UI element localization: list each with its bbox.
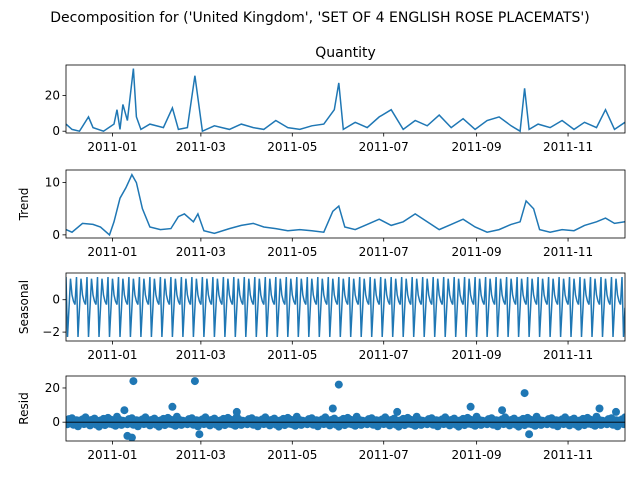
resid-outlier-point [393,407,402,416]
resid-outlier-point [232,407,241,416]
y-axis-label: Trend [17,188,31,222]
y-tick-label: −2 [42,325,60,339]
resid-outlier-point [466,402,475,411]
x-tick-label: 2011-07 [359,140,409,154]
resid-outlier-point [498,406,507,415]
x-tick-label: 2011-11 [543,348,593,362]
axes-frame [65,272,626,342]
x-tick-label: 2011-09 [452,140,502,154]
x-tick-label: 2011-05 [267,245,317,259]
trend-panel: Trend 0 10 2011-01 2011-03 2011-05 2011-07 2011… [17,169,626,259]
plot-area [66,377,625,441]
x-tick-label: 2011-01 [87,348,137,362]
plot-area [66,276,625,338]
x-tick-label: 2011-03 [176,448,226,462]
resid-outlier-point [334,380,343,389]
axes-frame [65,64,626,134]
resid-outlier-point [123,431,132,440]
x-tick-label: 2011-11 [543,140,593,154]
x-tick-label: 2011-03 [176,245,226,259]
y-tick-label: 0 [52,228,60,242]
x-tick-label: 2011-05 [267,348,317,362]
resid-outlier-point [168,402,177,411]
resid-point [619,420,625,429]
figure-suptitle: Decomposition for ('United Kingdom', 'SE… [50,10,590,26]
x-tick-label: 2011-11 [543,245,593,259]
x-tick-label: 2011-07 [359,245,409,259]
resid-outlier-point [520,389,529,398]
x-tick-label: 2011-11 [543,448,593,462]
panels: Quantity 0 20 2011-01 2011-03 2011-05 2011-07 2… [17,45,626,462]
x-tick-label: 2011-09 [452,245,502,259]
y-tick-label: 20 [45,381,60,395]
x-tick-label: 2011-01 [87,140,137,154]
series-line [66,173,625,237]
x-tick-label: 2011-03 [176,348,226,362]
y-tick-label: 0 [52,415,60,429]
series-line [66,68,625,133]
y-axis-label: Seasonal [17,280,31,334]
x-tick-label: 2011-05 [267,448,317,462]
resid-outlier-point [612,407,620,416]
seasonal-panel: Seasonal −2 0 2011-01 2011-03 2011-05 2011-07 2… [17,272,626,362]
plot-area [66,68,625,133]
plot-area [66,173,625,237]
resid-outlier-point [190,377,199,386]
axes-frame [65,375,626,442]
x-tick-label: 2011-01 [87,448,137,462]
resid-outlier-point [595,404,604,413]
seasonal-line [66,276,625,338]
resid-outlier-point [328,404,337,413]
x-tick-label: 2011-07 [359,448,409,462]
resid-outlier-point [525,430,534,439]
x-tick-label: 2011-05 [267,140,317,154]
y-tick-label: 10 [45,176,60,190]
axes-frame [65,169,626,239]
y-tick-label: 0 [52,124,60,138]
x-tick-label: 2011-03 [176,140,226,154]
x-tick-label: 2011-01 [87,245,137,259]
y-axis-label: Resid [17,392,31,424]
y-tick-label: 0 [52,293,60,307]
resid-point [621,413,625,422]
quantity-panel: Quantity 0 20 2011-01 2011-03 2011-05 2011-07 2… [45,45,626,154]
resid-panel: Resid 0 20 2011-01 2011-03 2011-05 2011-07 2011… [17,375,626,462]
x-tick-label: 2011-09 [452,448,502,462]
resid-outlier-point [195,430,204,439]
y-tick-label: 20 [45,88,60,102]
resid-outlier-point [129,377,138,386]
resid-outlier-point [120,406,129,415]
x-tick-label: 2011-09 [452,348,502,362]
x-tick-label: 2011-07 [359,348,409,362]
panel-title: Quantity [315,45,376,61]
